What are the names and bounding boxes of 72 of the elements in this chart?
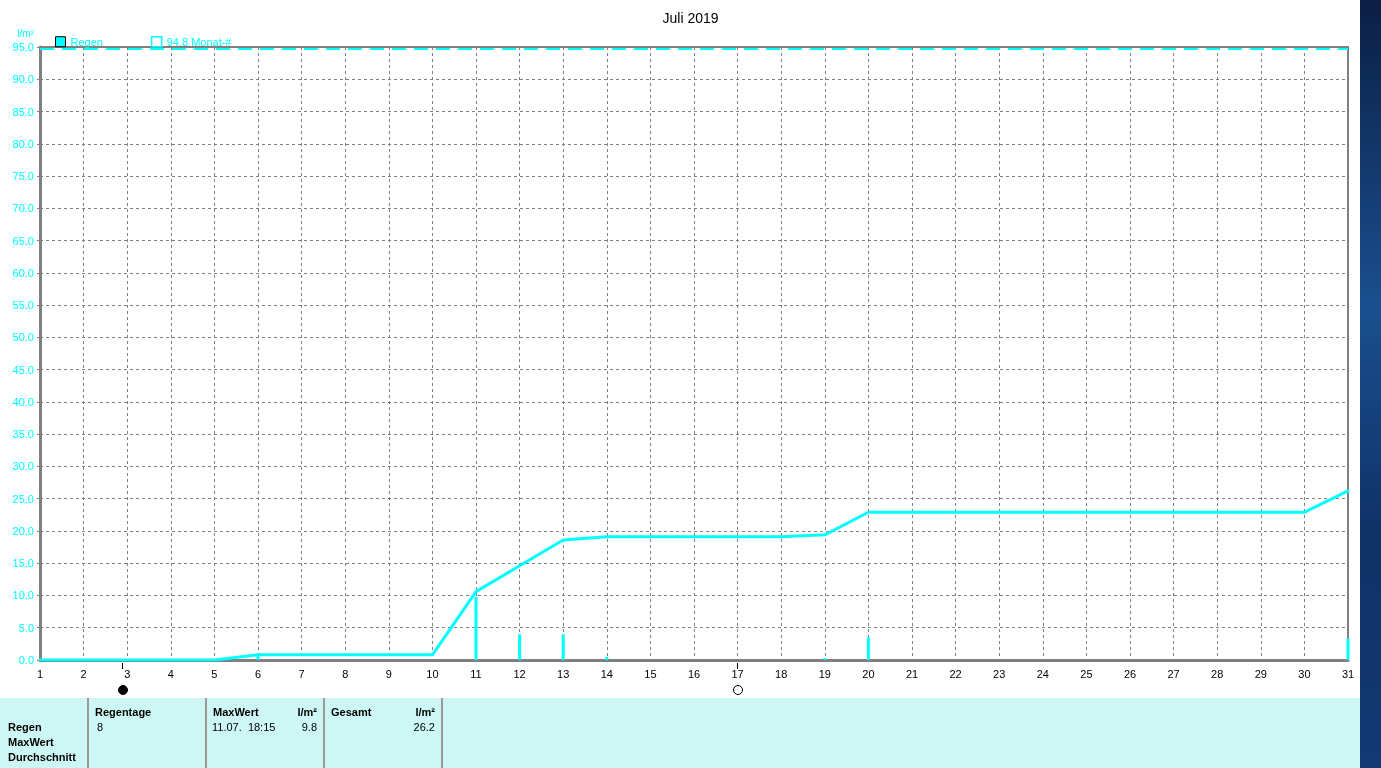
x-tick-label: 3 bbox=[124, 667, 131, 680]
x-tick-label: 16 bbox=[687, 667, 701, 680]
x-tick-label: 10 bbox=[426, 667, 439, 680]
y-tick-label: 25.0 bbox=[12, 492, 34, 505]
x-tick-label: 13 bbox=[557, 667, 570, 680]
bar bbox=[561, 634, 565, 660]
y-tick-label: 45.0 bbox=[12, 363, 34, 376]
text: MaxWert bbox=[8, 736, 54, 749]
x-tick-label: 23 bbox=[993, 667, 1006, 680]
y-tick-label: 90.0 bbox=[12, 73, 34, 86]
y-tick-label: 95.0 bbox=[12, 41, 34, 53]
y-tick-label: 75.0 bbox=[12, 170, 34, 183]
ref-line-label: 94.8 Monat-# bbox=[166, 35, 233, 48]
y-tick-label: 10.0 bbox=[12, 589, 34, 602]
x-tick-label: 20 bbox=[862, 667, 875, 680]
x-tick-label: 22 bbox=[949, 667, 962, 680]
x-tick-label: 29 bbox=[1254, 667, 1267, 680]
bar bbox=[866, 637, 870, 660]
y-tick-label: 5.0 bbox=[18, 621, 34, 634]
x-tick-label: 9 bbox=[385, 667, 392, 680]
x-tick-label: 12 bbox=[513, 667, 526, 680]
x-tick-label: 25 bbox=[1080, 667, 1093, 680]
y-tick-label: 80.0 bbox=[12, 137, 34, 150]
x-tick-label: 15 bbox=[644, 667, 657, 680]
bar bbox=[518, 634, 522, 660]
text: Regentage bbox=[95, 706, 152, 719]
x-tick-label: 18 bbox=[775, 667, 788, 680]
x-tick-label: 31 bbox=[1341, 667, 1355, 680]
y-tick-label: 85.0 bbox=[12, 105, 34, 118]
y-tick-label: 35.0 bbox=[12, 428, 34, 441]
x-tick-label: 7 bbox=[298, 667, 305, 680]
x-tick-label: 6 bbox=[254, 667, 262, 680]
text: 11.07. 18:15 bbox=[212, 721, 276, 734]
text: l/m² bbox=[415, 706, 435, 719]
x-tick-label: 5 bbox=[211, 667, 218, 680]
text: MaxWert bbox=[213, 706, 259, 719]
x-tick-label: 27 bbox=[1167, 667, 1180, 680]
y-tick-label: 70.0 bbox=[12, 202, 34, 215]
text: l/m² bbox=[297, 706, 317, 719]
text: Durchschnitt bbox=[8, 751, 76, 764]
x-tick-label: 1 bbox=[36, 667, 44, 680]
text: 8 bbox=[97, 721, 104, 734]
y-tick-label: 40.0 bbox=[12, 395, 34, 408]
x-tick-label: 21 bbox=[905, 667, 919, 680]
text: 9.8 bbox=[301, 721, 317, 734]
legend-label: Regen bbox=[70, 35, 103, 48]
x-tick-label: 26 bbox=[1123, 667, 1137, 680]
x-tick-label: 24 bbox=[1036, 667, 1049, 680]
x-tick-label: 4 bbox=[167, 667, 174, 680]
x-tick-label: 28 bbox=[1211, 667, 1224, 680]
text: 26.2 bbox=[413, 721, 435, 734]
y-tick-label: 0.0 bbox=[18, 654, 34, 666]
text: Gesamt bbox=[331, 706, 372, 719]
y-tick-label: 65.0 bbox=[12, 234, 34, 247]
x-tick-label: 30 bbox=[1298, 667, 1311, 680]
bar bbox=[1346, 638, 1350, 660]
y-tick-label: 15.0 bbox=[12, 557, 34, 570]
y-tick-label: 30.0 bbox=[12, 460, 34, 473]
y-tick-label: 60.0 bbox=[12, 266, 34, 279]
x-tick-label: 8 bbox=[342, 667, 349, 680]
y-tick-label: 20.0 bbox=[12, 524, 34, 537]
text: Regen bbox=[8, 721, 42, 734]
x-tick-label: 14 bbox=[600, 667, 613, 680]
x-tick-label: 17 bbox=[731, 667, 744, 680]
y-axis-title: l/m² bbox=[17, 27, 35, 39]
y-tick-label: 50.0 bbox=[12, 331, 34, 344]
chart-title: Juli 2019 bbox=[662, 10, 719, 26]
y-tick-label: 55.0 bbox=[12, 299, 34, 312]
x-tick-label: 19 bbox=[818, 667, 831, 680]
x-tick-label: 11 bbox=[470, 667, 482, 680]
bar bbox=[605, 656, 609, 660]
x-tick-label: 2 bbox=[80, 667, 87, 680]
